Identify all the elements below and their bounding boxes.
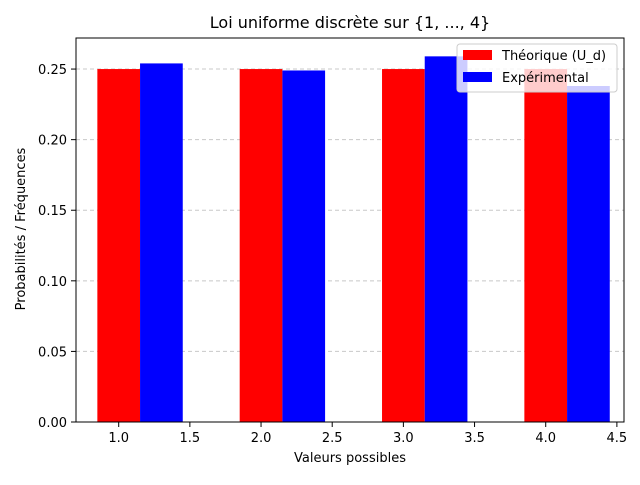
x-tick-label: 1.0: [108, 431, 129, 446]
x-axis-label: Valeurs possibles: [294, 451, 406, 466]
legend-swatch-experimental: [463, 72, 492, 82]
x-tick-label: 3.0: [393, 431, 414, 446]
bar-experimental: [424, 56, 468, 423]
legend: Théorique (U_d) Expérimental: [456, 43, 618, 93]
y-axis-label: Probabilités / Fréquences: [14, 147, 29, 310]
legend-label-experimental: Expérimental: [502, 71, 589, 86]
bar-theorique: [524, 69, 568, 422]
bar-theorique: [239, 69, 283, 422]
legend-swatch-theorique: [463, 50, 492, 60]
bar-theorique: [382, 69, 425, 422]
x-tick-label: 3.5: [464, 431, 485, 446]
y-tick-label: 0.00: [38, 416, 67, 431]
ticks-layer: 1.0 1.5 2.0 2.5 3.0 3.5 4.0 4.5 0.00 0.05 0.10 0.15…: [38, 63, 627, 446]
legend-box: [456, 43, 618, 93]
x-tick-label: 2.0: [251, 431, 272, 446]
bars-layer: [97, 56, 610, 423]
y-tick-label: 0.20: [38, 134, 67, 149]
legend-label-theorique: Théorique (U_d): [501, 49, 606, 64]
x-tick-label: 4.0: [535, 431, 556, 446]
bar-theorique: [97, 69, 141, 422]
bar-experimental: [567, 86, 610, 422]
axes-frame: [75, 37, 625, 423]
bar-experimental: [140, 63, 183, 422]
y-tick-label: 0.05: [38, 345, 67, 360]
y-tick-label: 0.15: [38, 204, 67, 219]
x-tick-label: 4.5: [607, 431, 628, 446]
axes-layer: [75, 37, 625, 423]
bar-experimental: [282, 70, 326, 423]
y-tick-label: 0.10: [38, 275, 67, 290]
x-tick-label: 2.5: [322, 431, 343, 446]
y-tick-label: 0.25: [38, 63, 67, 78]
chart-title: Loi uniforme discrète sur {1, ..., 4}: [210, 13, 490, 32]
x-tick-label: 1.5: [180, 431, 201, 446]
